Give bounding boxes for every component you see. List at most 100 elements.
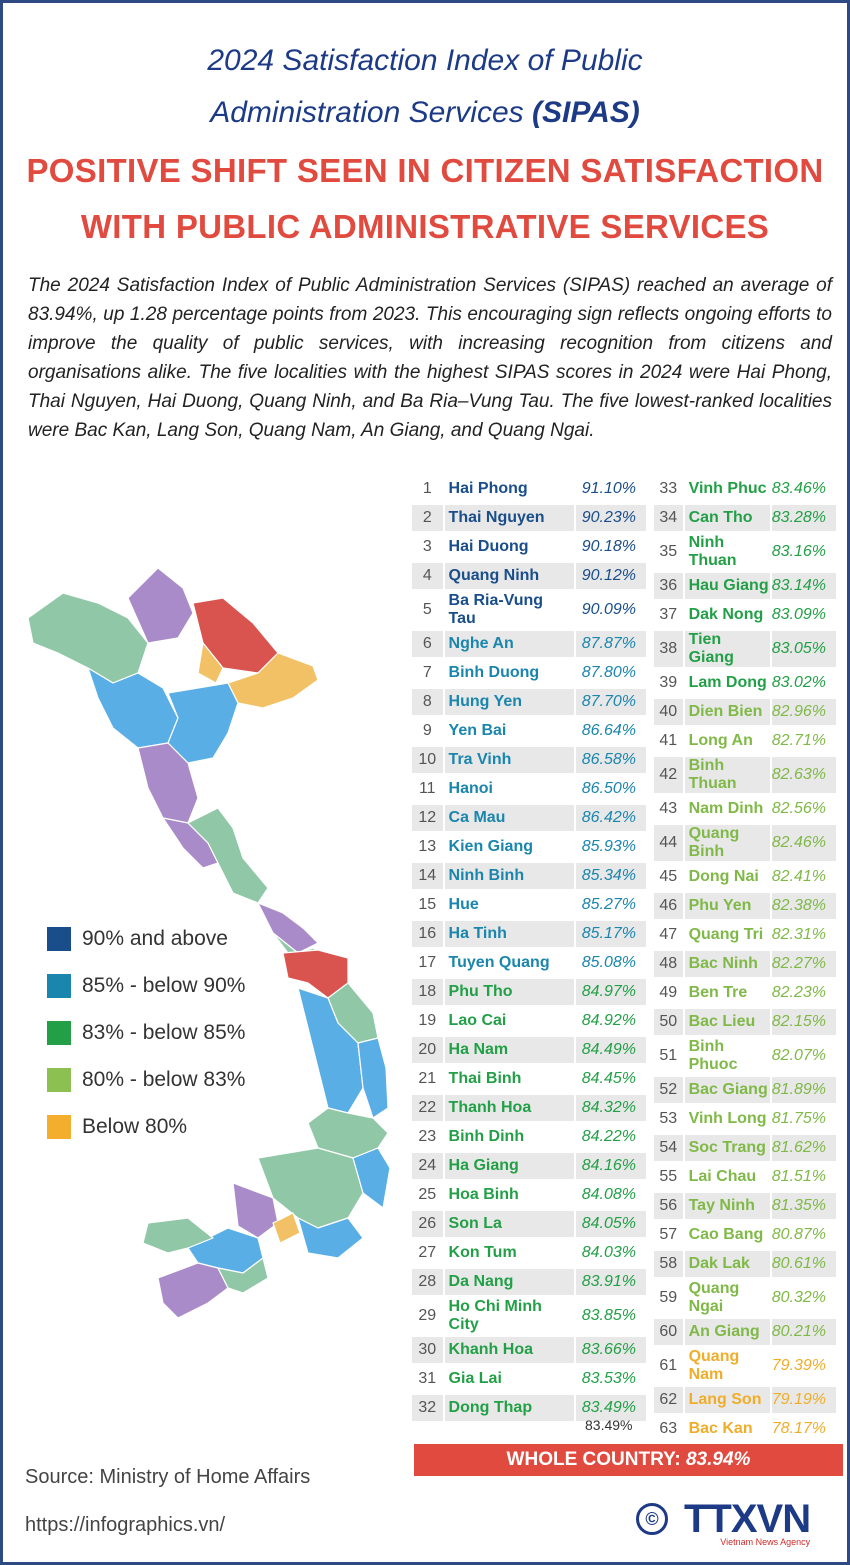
locality-name: Dak Lak (682, 1251, 770, 1277)
rank-cell: 6 (412, 631, 443, 657)
sipas-value: 80.21% (769, 1319, 836, 1345)
legend-label: Below 80% (82, 1114, 188, 1138)
title-acronym: (SIPAS) (532, 96, 640, 129)
map-region-coast-blue (357, 1037, 389, 1119)
map-region-mekong-green (142, 1217, 214, 1254)
logo-subtext: Vietnam News Agency (720, 1537, 811, 1547)
sipas-value: 84.97% (574, 979, 646, 1005)
sipas-value: 85.08% (574, 950, 646, 976)
legend-swatch (47, 1020, 71, 1045)
locality-name: Hai Duong (442, 534, 575, 560)
intro-paragraph: The 2024 Satisfaction Index of Public Ad… (28, 275, 832, 441)
sipas-value: 78.17% (769, 1416, 836, 1442)
title-line-2: Administration Services (SIPAS) (3, 87, 847, 139)
locality-name: Phu Yen (682, 893, 770, 919)
locality-name: Bac Giang (682, 1077, 770, 1103)
table-row: 57 Cao Bang 80.87% (654, 1222, 836, 1248)
table-row: 12 Ca Mau 86.42% (412, 805, 646, 831)
sipas-value: 90.18% (574, 534, 646, 560)
rank-cell: 57 (659, 1226, 678, 1243)
rank-cell: 35 (659, 543, 678, 560)
table-row: 16 Ha Tinh 85.17% (412, 921, 646, 947)
rank-cell: 48 (654, 951, 683, 977)
table-row: 63 Bac Kan 78.17% (654, 1416, 836, 1442)
table-row: 11 Hanoi 86.50% (412, 776, 646, 802)
sipas-value: 87.80% (574, 660, 646, 686)
rank-cell: 18 (412, 979, 443, 1005)
table-row: 4 Quang Ninh 90.12% (412, 563, 646, 589)
sipas-value: 80.61% (769, 1251, 836, 1277)
table-row: 19 Lao Cai 84.92% (412, 1008, 646, 1034)
table-row: 34 Can Tho 83.28% (654, 505, 836, 531)
table-row: 20 Ha Nam 84.49% (412, 1037, 646, 1063)
sipas-value: 82.41% (769, 864, 836, 890)
table-row: 7 Binh Duong 87.80% (412, 660, 646, 686)
table-row: 10 Tra Vinh 86.58% (412, 747, 646, 773)
website-link[interactable]: https://infographics.vn/ (25, 1514, 226, 1536)
sipas-value: 83.91% (574, 1269, 646, 1295)
locality-name: Thai Nguyen (442, 505, 575, 531)
locality-name: Soc Trang (682, 1135, 770, 1161)
locality-name: Lao Cai (442, 1008, 575, 1034)
legend-swatch (47, 926, 71, 951)
rank-cell: 11 (418, 780, 436, 797)
table-row: 2 Thai Nguyen 90.23% (412, 505, 646, 531)
sipas-value: 86.50% (574, 776, 646, 802)
headline-line-2: WITH PUBLIC ADMINISTRATIVE SERVICES (80, 208, 770, 245)
table-row: 55 Lai Chau 81.51% (654, 1164, 836, 1190)
whole-country-label: WHOLE COUNTRY: (506, 1449, 681, 1470)
locality-name: Bac Kan (682, 1416, 770, 1442)
sipas-value: 82.96% (769, 699, 836, 725)
locality-name: Bac Ninh (682, 951, 770, 977)
table-row: 30 Khanh Hoa 83.66% (412, 1337, 646, 1363)
table-row: 25 Hoa Binh 84.08% (412, 1182, 646, 1208)
table-row: 5 Ba Ria-Vung Tau 90.09% (412, 592, 646, 628)
sipas-value: 84.22% (574, 1124, 646, 1150)
sipas-value: 83.14% (769, 573, 836, 599)
table-row: 45 Dong Nai 82.41% (654, 864, 836, 890)
map-region-north-purple (127, 567, 194, 644)
table-row: 1 Hai Phong 91.10% (412, 476, 646, 502)
rank-cell: 13 (418, 838, 437, 855)
legend-item: 85% - below 90% (47, 962, 245, 1009)
locality-name: Phu Tho (442, 979, 575, 1005)
locality-name: Hanoi (442, 776, 575, 802)
legend: 90% and above 85% - below 90% 83% - belo… (47, 915, 245, 1150)
rank-cell: 29 (418, 1307, 437, 1324)
map-region-mekong-south (217, 1257, 269, 1294)
ranking-table-left: 1 Hai Phong 91.10% 2 Thai Nguyen 90.23% 3 Hai D… (412, 473, 646, 1424)
rank-cell: 37 (659, 606, 678, 623)
sipas-value: 84.16% (574, 1153, 646, 1179)
map-region-northeast-yellow (197, 642, 224, 684)
rank-cell: 32 (412, 1395, 443, 1421)
locality-name: Hoa Binh (442, 1182, 575, 1208)
table-row: 33 Vinh Phuc 83.46% (654, 476, 836, 502)
table-row: 31 Gia Lai 83.53% (412, 1366, 646, 1392)
legend-item: 83% - below 85% (47, 1009, 245, 1056)
locality-name: Tay Ninh (682, 1193, 770, 1219)
sipas-value: 85.93% (574, 834, 646, 860)
locality-name: Da Nang (442, 1269, 575, 1295)
rank-cell: 33 (659, 480, 678, 497)
table-row: 18 Phu Tho 84.97% (412, 979, 646, 1005)
locality-name: Binh Thuan (682, 757, 770, 793)
locality-name: Nghe An (442, 631, 575, 657)
rank-cell: 45 (659, 868, 678, 885)
sipas-value: 81.62% (769, 1135, 836, 1161)
rank-cell: 51 (659, 1047, 678, 1064)
title-line-1: 2024 Satisfaction Index of Public (207, 44, 643, 77)
rank-cell: 38 (654, 631, 683, 667)
locality-name: Quang Tri (682, 922, 770, 948)
table-row: 36 Hau Giang 83.14% (654, 573, 836, 599)
locality-name: Quang Binh (682, 825, 770, 861)
locality-name: Long An (682, 728, 770, 754)
sipas-value: 84.92% (574, 1008, 646, 1034)
sipas-value: 82.71% (769, 728, 836, 754)
table-row: 58 Dak Lak 80.61% (654, 1251, 836, 1277)
rank-cell: 40 (654, 699, 683, 725)
map-region-ntc-green (187, 807, 269, 904)
locality-name: Ha Nam (442, 1037, 575, 1063)
sipas-value: 85.17% (574, 921, 646, 947)
rank-cell: 50 (654, 1009, 683, 1035)
table-row: 22 Thanh Hoa 84.32% (412, 1095, 646, 1121)
